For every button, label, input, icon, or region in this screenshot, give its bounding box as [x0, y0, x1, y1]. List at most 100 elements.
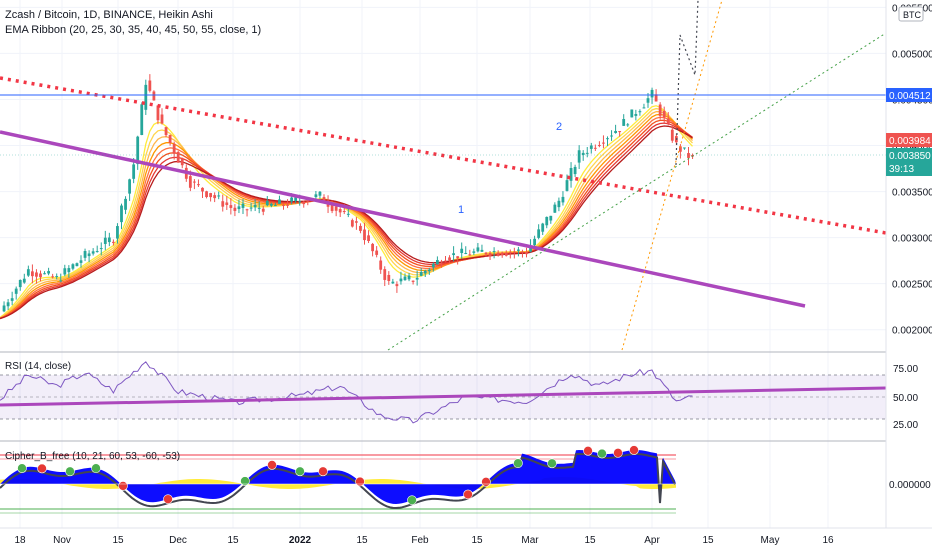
price-axis[interactable]: 0.0055000.0050000.0045000.0040000.003500… — [885, 0, 932, 550]
candle-body — [269, 203, 273, 206]
candle-body — [670, 129, 674, 141]
candle-body — [488, 252, 492, 257]
candle-body — [500, 252, 504, 256]
candle-body — [140, 104, 144, 136]
candle-body — [87, 253, 91, 257]
candle-body — [472, 251, 476, 253]
candle-body — [363, 229, 366, 241]
candle-body — [63, 268, 67, 275]
candle-body — [201, 187, 204, 192]
candle-body — [512, 251, 516, 253]
buy-dot — [407, 495, 417, 505]
candle-body — [152, 91, 156, 101]
candle-body — [379, 260, 383, 270]
candle-body — [342, 211, 346, 213]
purple-trendline[interactable] — [0, 130, 806, 308]
price-tick-label: 0.003000 — [892, 234, 932, 245]
candle-body — [213, 195, 217, 199]
candle-body — [26, 269, 30, 276]
candle-body — [618, 131, 622, 133]
buy-dot — [547, 458, 557, 469]
candle-body — [188, 176, 192, 188]
candle-body — [298, 201, 302, 203]
ema-ribbon-legend[interactable]: EMA Ribbon (20, 25, 30, 35, 40, 45, 50, … — [5, 24, 261, 36]
candle-body — [75, 263, 79, 267]
rsi-purple-trendline[interactable] — [0, 386, 887, 407]
candle-body — [14, 288, 18, 294]
candle-body — [545, 216, 549, 226]
candle-body — [589, 145, 593, 149]
candle-body — [144, 84, 148, 110]
candle-body — [282, 204, 285, 206]
candle-body — [55, 276, 59, 278]
candle-body — [318, 191, 322, 196]
sell-dot — [37, 463, 47, 474]
candle-body — [460, 248, 464, 254]
candle-body — [257, 207, 261, 209]
candle-body — [241, 203, 245, 208]
candle-body — [480, 249, 484, 252]
time-tick-label: Mar — [521, 535, 539, 546]
candle-body — [172, 143, 176, 154]
candle-body — [265, 200, 269, 206]
candle-body — [468, 254, 472, 256]
candle-body — [302, 201, 306, 205]
candle-body — [128, 179, 131, 194]
cipher-tick-0: 0.000000 — [889, 480, 931, 491]
candle-body — [662, 110, 666, 118]
candle-body — [322, 197, 326, 203]
time-axis[interactable]: 18 Nov 15 Dec 15 2022 15 Feb 15 Mar 15 Apr 15 May 16 — [0, 527, 932, 550]
candle-body — [419, 272, 423, 276]
candle-body — [334, 206, 338, 211]
cipher-pane[interactable]: Cipher_B_free (10, 21, 60, 53, -60, -53) — [0, 440, 932, 514]
candle-body — [31, 271, 34, 277]
candle-body — [286, 204, 289, 206]
candle-body — [217, 195, 221, 197]
candle-body — [290, 197, 293, 202]
orange-dotted-projection[interactable] — [621, 0, 723, 351]
time-tick-label: 15 — [112, 535, 124, 546]
candle-body — [71, 264, 75, 269]
candle-body — [427, 269, 431, 272]
candle-body — [517, 249, 520, 251]
candle-body — [614, 131, 617, 133]
candle-body — [229, 205, 233, 208]
candle-body — [444, 260, 447, 262]
price-tick-label: 0.003500 — [892, 188, 932, 199]
cipher-label: Cipher_B_free (10, 21, 60, 53, -60, -53) — [5, 451, 180, 462]
rsi-pane[interactable]: RSI (14, close) — [0, 351, 932, 424]
buy-dot — [240, 476, 250, 486]
sell-dot — [629, 445, 639, 455]
candle-body — [35, 272, 38, 277]
time-tick-label: May — [761, 535, 780, 546]
candle-body — [47, 271, 50, 274]
cipher-wave-line — [0, 452, 676, 510]
dark-dotted-projection[interactable] — [675, 0, 699, 166]
sell-dot — [481, 477, 491, 487]
red-dotted-resistance[interactable] — [0, 76, 887, 235]
buy-dot — [597, 448, 607, 459]
candle-body — [221, 201, 225, 207]
candle-body — [654, 94, 658, 102]
candle-body — [452, 253, 455, 256]
buy-dot — [91, 463, 101, 474]
candle-body — [249, 207, 253, 209]
candle-body — [99, 248, 103, 250]
sell-dot — [163, 494, 173, 504]
sell-dot — [267, 460, 277, 470]
candle-body — [120, 205, 123, 223]
candle-body — [610, 135, 613, 137]
candle-body — [484, 252, 488, 255]
green-dotted-support[interactable] — [387, 32, 887, 351]
currency-badge: BTC — [903, 10, 922, 20]
candle-body — [504, 252, 508, 256]
candle-body — [557, 200, 561, 208]
time-tick-label: 15 — [227, 535, 239, 546]
candle-body — [440, 263, 443, 265]
candle-body — [136, 136, 140, 165]
price-tick-label: 0.005000 — [892, 49, 932, 60]
main-pane[interactable]: 1 2 Zcash / Bitcoin, 1D, BINANCE, Heikin… — [0, 0, 887, 528]
candle-body — [2, 305, 6, 312]
candle-body — [180, 158, 184, 166]
